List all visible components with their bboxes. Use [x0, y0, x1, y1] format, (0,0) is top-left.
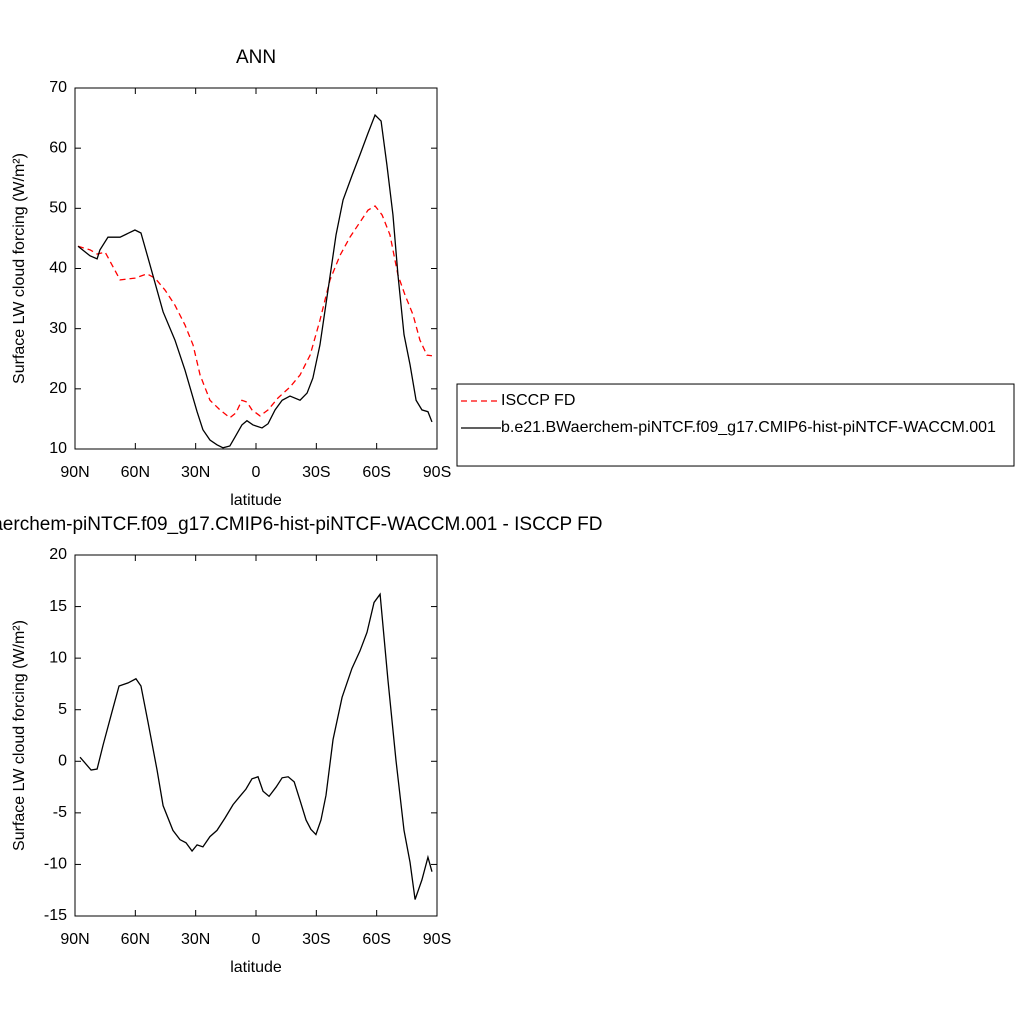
y-tick-label: 40 [49, 260, 67, 277]
x-tick-label: 0 [252, 464, 261, 481]
legend: ISCCP FD b.e21.BWaerchem-piNTCF.f09_g17.C… [456, 383, 1015, 467]
legend-label: ISCCP FD [501, 392, 575, 409]
y-tick-label: -15 [44, 907, 67, 924]
x-axis-label: latitude [230, 959, 282, 976]
data-line [77, 205, 433, 419]
x-tick-label: 90S [423, 931, 451, 948]
chart-title: ANN [236, 47, 276, 68]
x-tick-label: 30S [302, 464, 330, 481]
legend-label: b.e21.BWaerchem-piNTCF.f09_g17.CMIP6-his… [501, 419, 996, 436]
y-tick-label: 70 [49, 79, 67, 96]
x-tick-label: 0 [252, 931, 261, 948]
plot-frame [74, 87, 438, 450]
x-tick-label: 30S [302, 931, 330, 948]
legend-box [456, 383, 1015, 467]
x-tick-label: 60N [121, 464, 150, 481]
y-tick-label: 60 [49, 139, 67, 156]
x-tick-label: 30N [181, 464, 210, 481]
data-line [77, 113, 433, 449]
y-axis-label: Surface LW cloud forcing (W/m²) [11, 620, 28, 851]
y-tick-label: 50 [49, 200, 67, 217]
y-tick-label: 10 [49, 649, 67, 666]
y-tick-label: 0 [58, 753, 67, 770]
x-tick-label: 60N [121, 931, 150, 948]
x-tick-label: 60S [362, 464, 390, 481]
data-line [79, 592, 433, 900]
x-tick-label: 30N [181, 931, 210, 948]
chart-title: b.e21.BWaerchem-piNTCF.f09_g17.CMIP6-his… [0, 514, 602, 535]
y-tick-label: 20 [49, 380, 67, 397]
y-tick-label: -5 [53, 804, 67, 821]
x-tick-label: 90N [60, 464, 89, 481]
x-axis-label: latitude [230, 492, 282, 509]
x-tick-label: 60S [362, 931, 390, 948]
plot-frame [74, 554, 438, 917]
x-tick-label: 90S [423, 464, 451, 481]
y-tick-label: 5 [58, 701, 67, 718]
y-tick-label: 10 [49, 440, 67, 457]
y-tick-label: 15 [49, 598, 67, 615]
y-axis-label: Surface LW cloud forcing (W/m²) [11, 153, 28, 384]
y-tick-label: 20 [49, 546, 67, 563]
y-tick-label: -10 [44, 856, 67, 873]
y-tick-label: 30 [49, 320, 67, 337]
x-tick-label: 90N [60, 931, 89, 948]
